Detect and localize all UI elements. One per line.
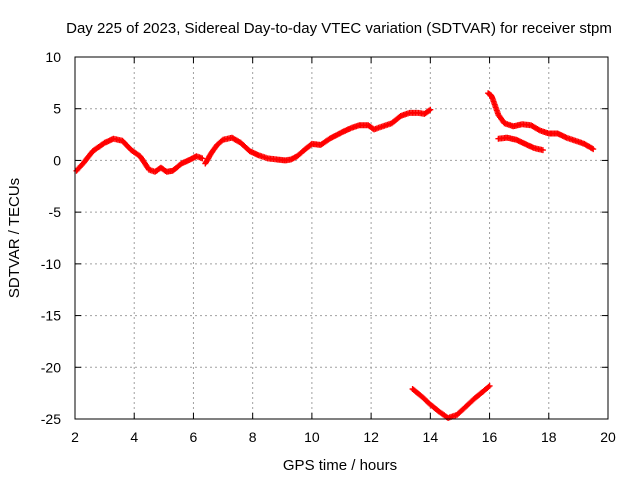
x-tick-label: 14 [423, 429, 439, 445]
x-tick-label: 16 [482, 429, 498, 445]
data-points [73, 90, 597, 421]
y-tick-label: 5 [53, 101, 61, 117]
y-tick-label: 10 [45, 49, 61, 65]
axis-ticks [74, 56, 609, 420]
y-axis-label: SDTVAR / TECUs [6, 178, 23, 298]
x-tick-label: 4 [130, 429, 138, 445]
plot-frame [74, 56, 609, 420]
x-tick-label: 12 [363, 429, 379, 445]
x-tick-label: 10 [304, 429, 320, 445]
x-tick-label: 20 [600, 429, 616, 445]
x-tick-label: 18 [541, 429, 557, 445]
x-tick-label: 8 [249, 429, 257, 445]
data-point [590, 146, 597, 153]
data-point [427, 106, 434, 113]
chart-title: Day 225 of 2023, Sidereal Day-to-day VTE… [66, 20, 612, 37]
data-point [539, 147, 546, 154]
data-point [199, 155, 206, 162]
data-point [486, 382, 493, 389]
y-tick-label: -15 [41, 308, 61, 324]
x-axis-label: GPS time / hours [283, 457, 397, 474]
x-tick-label: 6 [190, 429, 198, 445]
y-tick-label: -25 [41, 411, 61, 427]
data-point [426, 107, 433, 114]
x-tick-label: 2 [71, 429, 79, 445]
grid-lines [75, 57, 608, 419]
y-tick-label: -20 [41, 359, 61, 375]
y-tick-label: -10 [41, 256, 61, 272]
y-tick-label: 0 [53, 152, 61, 168]
data-point [485, 383, 492, 390]
tick-labels: 2 4 6 8 10 12 14 16 18 20 -25 -20 -15 -10 -5 0 5 10 [41, 49, 616, 445]
y-tick-label: -5 [49, 204, 62, 220]
